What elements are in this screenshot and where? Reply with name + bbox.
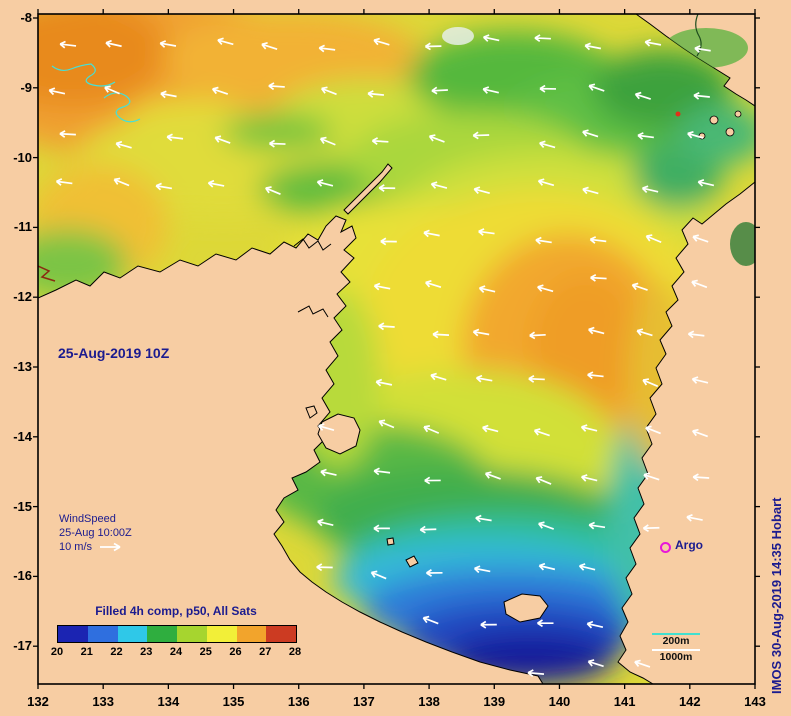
colorbar-segment (58, 626, 88, 642)
map-date-label: 25-Aug-2019 10Z (58, 345, 170, 361)
depth-1000m-label: 1000m (659, 651, 693, 663)
colorbar-segment (206, 626, 237, 642)
x-axis-tick-label: 134 (157, 694, 180, 709)
colorbar-tick-label: 26 (229, 646, 242, 658)
wind-arrows (48, 34, 715, 677)
colorbar-tick-label: 21 (80, 646, 93, 658)
y-axis-tick-label: -9 (20, 79, 32, 95)
y-axis-tick-label: -12 (13, 289, 32, 305)
colorbar-segment (117, 626, 148, 642)
colorbar-segment (177, 626, 207, 642)
colorbar-segment (87, 626, 118, 642)
depth-1000m-line (652, 649, 700, 651)
y-axis-tick-label: -17 (13, 638, 32, 654)
y-axis-tick-label: -14 (13, 428, 32, 444)
colorbar-segment (236, 626, 267, 642)
y-axis-tick-label: -10 (13, 149, 32, 165)
y-axis-tick-label: -8 (20, 10, 32, 25)
colorbar-segment (266, 626, 296, 642)
depth-contour-legend: 200m 1000m (650, 633, 702, 663)
colorbar-tick-label: 22 (110, 646, 123, 658)
y-axis-tick-label: -13 (13, 359, 32, 374)
wind-legend: WindSpeed 25-Aug 10:00Z 10 m/s (59, 512, 132, 554)
x-axis-tick-label: 138 (418, 694, 440, 709)
x-axis-tick-label: 140 (548, 694, 571, 709)
colorbar-tick-label: 23 (140, 646, 153, 658)
x-axis-tick-label: 142 (678, 694, 701, 709)
imos-credit-text: IMOS 30-Aug-2019 14:35 Hobart (769, 497, 784, 694)
colorbar-tick-label: 27 (259, 646, 272, 658)
colorbar: Filled 4h comp, p50, All Sats 20 21 22 23 24… (51, 604, 301, 658)
x-axis-tick-label: 136 (287, 694, 310, 709)
wind-legend-scale: 10 m/s (59, 541, 93, 553)
colorbar-gradient (57, 625, 297, 643)
wind-scale-arrow-icon (100, 542, 121, 552)
sst-field-svg (33, 9, 760, 689)
wind-legend-time: 25-Aug 10:00Z (59, 527, 132, 539)
colorbar-segment (147, 626, 177, 642)
wind-legend-title: WindSpeed (59, 513, 116, 525)
depth-200m-line (652, 633, 700, 635)
colorbar-tick-label: 24 (169, 646, 183, 658)
y-axis-tick-label: -15 (13, 498, 32, 514)
x-axis-tick-label: 133 (92, 694, 115, 709)
colorbar-title: Filled 4h comp, p50, All Sats (95, 604, 257, 618)
colorbar-tick-label: 20 (50, 646, 64, 658)
x-axis-tick-label: 143 (744, 694, 766, 709)
x-axis-tick-label: 139 (483, 694, 506, 709)
x-axis-tick-label: 141 (613, 694, 636, 709)
y-axis-tick-label: -11 (13, 219, 32, 235)
x-axis-tick-label: 132 (27, 694, 49, 709)
depth-200m-label: 200m (662, 635, 690, 647)
argo-label: Argo (675, 538, 703, 552)
colorbar-tick-labels: 20 21 22 23 24 25 26 27 28 (51, 646, 301, 660)
x-axis-tick-label: 137 (353, 694, 375, 709)
colorbar-tick-label: 28 (288, 646, 302, 658)
y-axis-tick-label: -16 (13, 568, 32, 584)
colorbar-tick-label: 25 (199, 646, 212, 658)
argo-marker-icon (660, 542, 671, 553)
map-plot-area (33, 9, 760, 689)
x-axis-tick-label: 135 (222, 694, 245, 709)
